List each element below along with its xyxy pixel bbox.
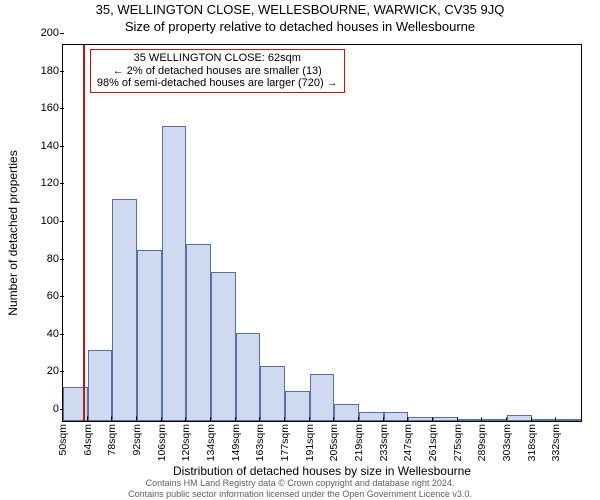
annotation-box: 35 WELLINGTON CLOSE: 62sqm← 2% of detach… [90, 49, 345, 93]
histogram-bar [112, 199, 137, 421]
y-tick: 160 [41, 102, 59, 114]
annotation-line: 98% of semi-detached houses are larger (… [97, 77, 338, 90]
histogram-bar [433, 417, 458, 421]
x-tick: 247sqm [402, 424, 414, 461]
x-tick: 163sqm [254, 424, 266, 461]
histogram-bar [458, 419, 483, 421]
y-tick: 100 [41, 215, 59, 227]
x-tick: 134sqm [205, 424, 217, 461]
x-tick: 149sqm [230, 424, 242, 461]
x-axis-label: Distribution of detached houses by size … [62, 464, 582, 478]
x-tick: 318sqm [526, 424, 538, 461]
x-tick: 50sqm [57, 424, 69, 456]
histogram-bar [285, 391, 310, 421]
y-tick: 20 [47, 365, 59, 377]
figure: 35, WELLINGTON CLOSE, WELLESBOURNE, WARW… [0, 0, 600, 500]
x-tick: 303sqm [501, 424, 513, 461]
histogram-bar [384, 412, 409, 421]
y-tick: 0 [53, 403, 59, 415]
y-tick: 180 [41, 65, 59, 77]
histogram-bar [211, 272, 236, 421]
histogram-bar [482, 419, 507, 421]
y-tick: 120 [41, 177, 59, 189]
y-tick: 60 [47, 290, 59, 302]
x-tick: 64sqm [82, 424, 94, 456]
x-tick: 177sqm [279, 424, 291, 461]
x-tick: 191sqm [304, 424, 316, 461]
histogram-bar [334, 404, 359, 421]
histogram-bar [310, 374, 335, 421]
y-tick: 80 [47, 253, 59, 265]
x-tick: 120sqm [180, 424, 192, 461]
chart-subtitle: Size of property relative to detached ho… [0, 17, 600, 34]
histogram-bar [88, 350, 113, 421]
y-axis-label: Number of detached properties [6, 44, 24, 422]
x-tick: 261sqm [427, 424, 439, 461]
page-title: 35, WELLINGTON CLOSE, WELLESBOURNE, WARW… [0, 0, 600, 17]
x-tick: 106sqm [156, 424, 168, 461]
x-tick: 233sqm [378, 424, 390, 461]
histogram-bar [507, 415, 532, 421]
plot-area: 02040608010012014016018020050sqm64sqm78s… [62, 44, 582, 422]
annotation-line: ← 2% of detached houses are smaller (13) [97, 65, 338, 78]
x-tick: 289sqm [476, 424, 488, 461]
y-tick: 40 [47, 328, 59, 340]
histogram-bar [408, 417, 433, 421]
y-tick: 140 [41, 140, 59, 152]
histogram-bar [162, 126, 187, 421]
x-tick: 78sqm [106, 424, 118, 456]
histogram-bar [137, 250, 162, 421]
histogram-bar [359, 412, 384, 421]
x-tick: 219sqm [353, 424, 365, 461]
reference-line [83, 45, 85, 421]
histogram-bar [236, 333, 261, 421]
x-tick: 205sqm [328, 424, 340, 461]
footer-line2: Contains public sector information licen… [128, 489, 472, 499]
x-tick: 92sqm [131, 424, 143, 456]
footer-attribution: Contains HM Land Registry data © Crown c… [0, 478, 600, 499]
annotation-line: 35 WELLINGTON CLOSE: 62sqm [97, 52, 338, 65]
histogram-bar [186, 244, 211, 421]
histogram-bar [532, 419, 557, 421]
x-tick: 332sqm [550, 424, 562, 461]
y-tick: 200 [41, 27, 59, 39]
histogram-bar [260, 366, 285, 421]
footer-line1: Contains HM Land Registry data © Crown c… [146, 478, 455, 488]
x-tick: 275sqm [452, 424, 464, 461]
histogram-bar [556, 419, 581, 421]
